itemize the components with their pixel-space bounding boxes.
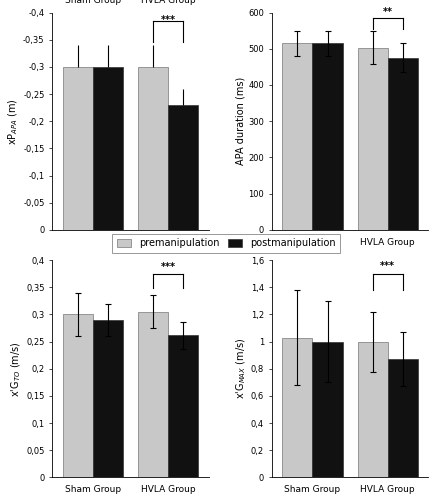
Bar: [168, 335, 198, 478]
Bar: [357, 48, 387, 230]
Legend: premanipulation, postmanipulation: premanipulation, postmanipulation: [112, 234, 339, 254]
Bar: [138, 67, 168, 230]
Bar: [387, 58, 417, 230]
Bar: [63, 67, 93, 230]
Text: **: **: [382, 7, 392, 17]
Y-axis label: APA duration (ms): APA duration (ms): [235, 77, 245, 166]
Bar: [168, 105, 198, 230]
Bar: [93, 320, 123, 478]
Y-axis label: xP$_{APA}$ (m): xP$_{APA}$ (m): [7, 98, 20, 144]
Bar: [387, 360, 417, 478]
Y-axis label: x'G$_{MAX}$ (m/s): x'G$_{MAX}$ (m/s): [234, 338, 247, 400]
Bar: [357, 342, 387, 477]
Bar: [138, 312, 168, 478]
Bar: [93, 67, 123, 230]
Text: ***: ***: [379, 261, 394, 271]
Bar: [282, 338, 312, 478]
Text: ***: ***: [160, 262, 175, 272]
Bar: [282, 44, 312, 230]
Bar: [312, 342, 342, 477]
Bar: [312, 44, 342, 230]
Bar: [63, 314, 93, 478]
Y-axis label: x'G$_{TO}$ (m/s): x'G$_{TO}$ (m/s): [10, 341, 23, 396]
Text: ***: ***: [160, 15, 175, 25]
